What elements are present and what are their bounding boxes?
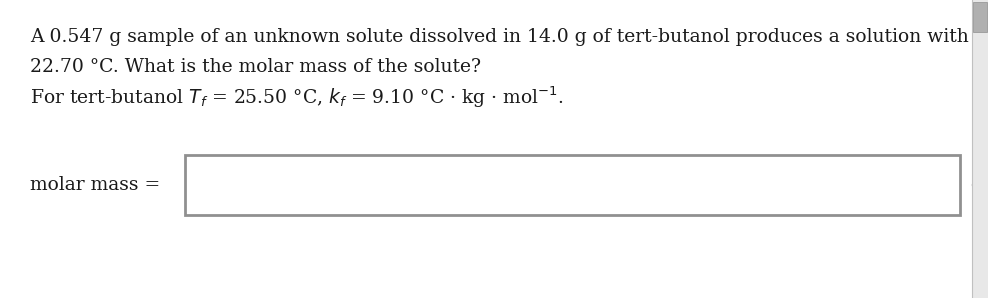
- Bar: [972, 0, 988, 298]
- Text: A 0.547 g sample of an unknown solute dissolved in 14.0 g of tert-butanol produc: A 0.547 g sample of an unknown solute di…: [30, 28, 988, 46]
- Text: molar mass =: molar mass =: [30, 176, 160, 194]
- Bar: [185, 155, 960, 215]
- Text: g/mol: g/mol: [970, 176, 988, 194]
- Bar: [973, 2, 987, 32]
- Text: For tert-butanol $T_f$ = 25.50 °C, $k_f$ = 9.10 °C · kg · mol$^{-1}$.: For tert-butanol $T_f$ = 25.50 °C, $k_f$…: [30, 85, 564, 111]
- Text: 22.70 °C. What is the molar mass of the solute?: 22.70 °C. What is the molar mass of the …: [30, 58, 481, 76]
